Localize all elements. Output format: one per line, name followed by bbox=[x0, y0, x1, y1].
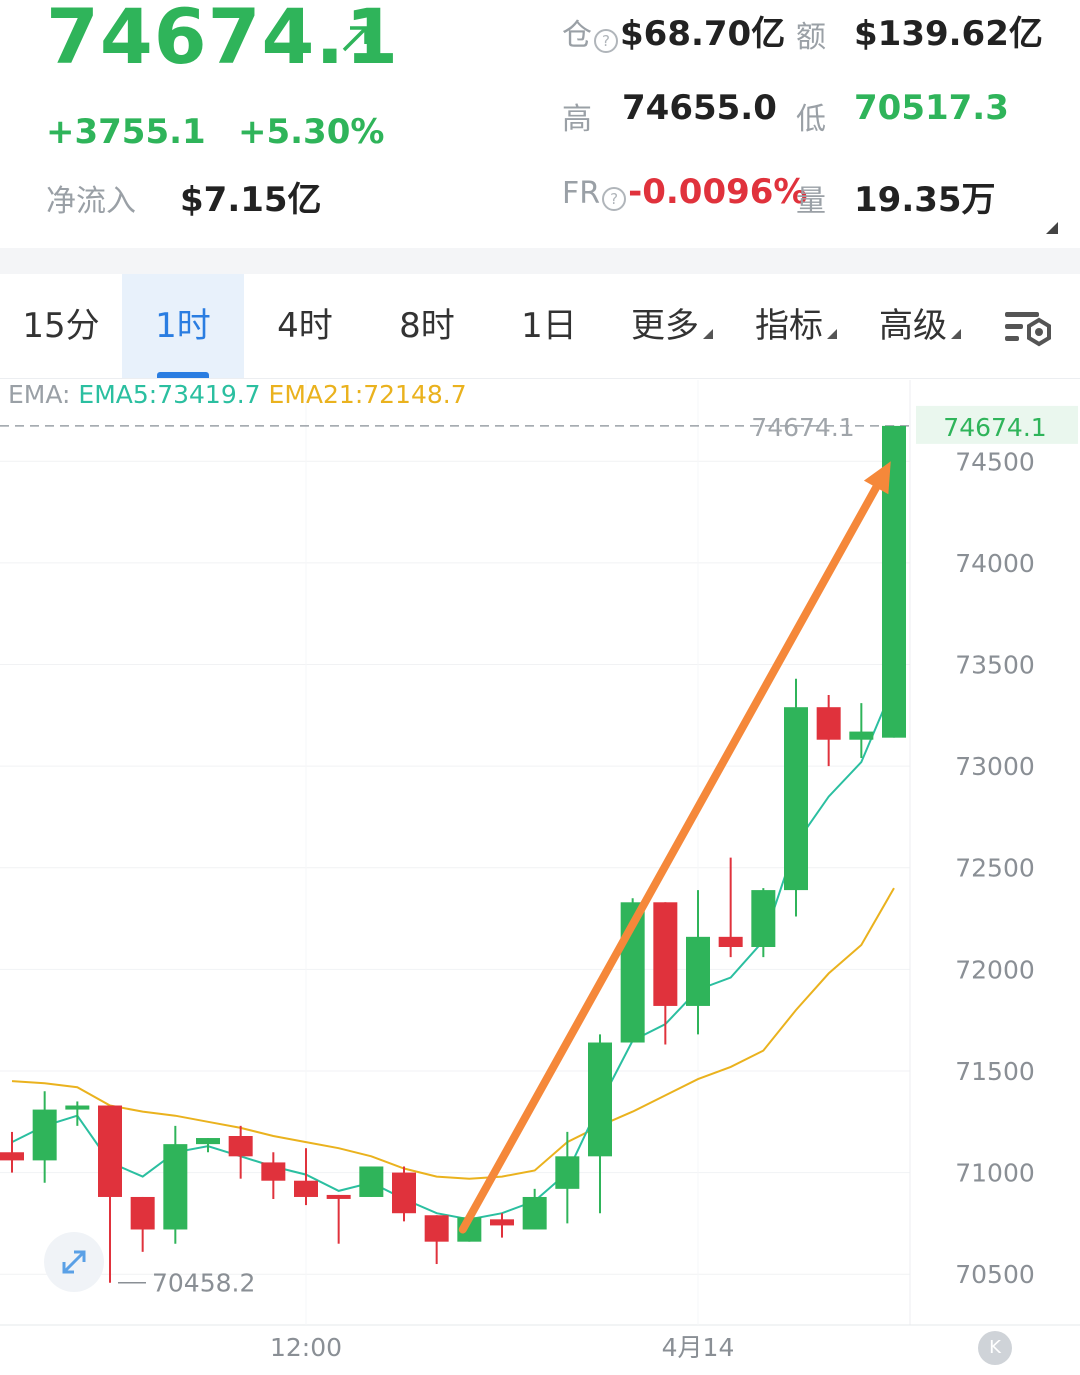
net-inflow-label: 净流入 bbox=[46, 184, 136, 219]
tab-8h[interactable]: 8时 bbox=[399, 306, 455, 346]
candle-body bbox=[424, 1215, 449, 1242]
ema-prefix: EMA: bbox=[8, 380, 71, 409]
tab-15m[interactable]: 15分 bbox=[22, 306, 100, 346]
ema21-line bbox=[11, 887, 895, 1180]
chart-settings-icon[interactable] bbox=[994, 274, 1064, 378]
k-line-toggle-icon[interactable]: K bbox=[978, 1331, 1012, 1365]
trend-arrow-shaft bbox=[458, 478, 884, 1234]
tab-advanced[interactable]: 高级 bbox=[858, 274, 982, 378]
candle-body bbox=[718, 936, 743, 947]
last-price: 74674.1 bbox=[46, 0, 400, 81]
candle-body bbox=[294, 1180, 318, 1197]
candle-body bbox=[490, 1219, 514, 1226]
tab-1d[interactable]: 1日 bbox=[521, 306, 577, 346]
last-price-badge bbox=[916, 405, 1078, 444]
ema21-label: EMA21:72148.7 bbox=[268, 380, 467, 409]
y-tick-label: 74500 bbox=[955, 447, 1035, 476]
dropdown-icon bbox=[827, 329, 837, 339]
volume-value: 19.35万 bbox=[854, 180, 996, 220]
candle-body bbox=[196, 1138, 220, 1145]
candle-body bbox=[751, 890, 776, 947]
active-tab-indicator bbox=[157, 372, 209, 378]
price-change: +3755.1 bbox=[46, 112, 206, 152]
open-interest-label: 仓 bbox=[562, 18, 592, 53]
x-tick-label: 12:00 bbox=[270, 1333, 342, 1362]
arrow-up-right-icon bbox=[340, 24, 370, 58]
candle-body bbox=[163, 1144, 188, 1230]
expand-icon[interactable] bbox=[44, 1232, 104, 1292]
candle-body bbox=[65, 1105, 90, 1110]
volume-label: 量 bbox=[796, 184, 826, 219]
price-change-percent: +5.30% bbox=[238, 112, 385, 152]
low-value: 70517.3 bbox=[854, 88, 1009, 128]
tab-1h[interactable]: 1时 bbox=[122, 274, 244, 378]
y-tick-label: 73000 bbox=[955, 752, 1035, 781]
open-interest-stat: 仓? $68.70亿 bbox=[562, 6, 785, 55]
candle-body bbox=[261, 1162, 286, 1181]
tab-4h[interactable]: 4时 bbox=[277, 306, 333, 346]
candle-body bbox=[522, 1196, 547, 1230]
high-label: 高 bbox=[562, 102, 592, 137]
candle-body bbox=[555, 1156, 580, 1189]
low-marker-label: 70458.2 bbox=[152, 1269, 255, 1298]
candle-body bbox=[130, 1196, 155, 1230]
last-price-marker: 74674.1 bbox=[751, 413, 854, 442]
turnover-value: $139.62亿 bbox=[854, 14, 1043, 54]
dropdown-icon bbox=[703, 329, 713, 339]
trend-arrow-head bbox=[863, 461, 891, 495]
help-icon[interactable]: ? bbox=[594, 28, 618, 53]
help-icon[interactable]: ? bbox=[602, 186, 627, 211]
collapse-corner-icon[interactable] bbox=[1046, 222, 1058, 234]
section-divider bbox=[0, 248, 1080, 274]
y-tick-label: 71000 bbox=[955, 1159, 1035, 1188]
ema5-line bbox=[11, 684, 895, 1221]
candle-body bbox=[784, 707, 808, 891]
tab-indicators[interactable]: 指标 bbox=[734, 274, 858, 378]
y-tick-label: 72500 bbox=[955, 854, 1035, 883]
high-value: 74655.0 bbox=[622, 88, 777, 128]
y-tick-label: 72000 bbox=[955, 955, 1035, 984]
candle-body bbox=[326, 1194, 351, 1199]
y-tick-label: 74000 bbox=[955, 549, 1035, 578]
candle-body bbox=[392, 1172, 416, 1214]
y-tick-label: 70500 bbox=[955, 1260, 1035, 1289]
net-inflow-value: $7.15亿 bbox=[180, 180, 322, 220]
funding-rate-value: -0.0096% bbox=[628, 172, 808, 212]
candle-body bbox=[686, 936, 710, 1006]
candle-body bbox=[228, 1136, 253, 1157]
ema5-label: EMA5:73419.7 bbox=[78, 380, 261, 409]
ema-legend: EMA: EMA5:73419.7 EMA21:72148.7 bbox=[8, 380, 467, 409]
candle-body bbox=[0, 1152, 24, 1161]
y-tick-label: 73500 bbox=[955, 651, 1035, 680]
open-interest-value: $68.70亿 bbox=[620, 14, 786, 54]
y-tick-label: 71500 bbox=[955, 1057, 1035, 1086]
candle-body bbox=[653, 902, 678, 1006]
candle-body bbox=[816, 707, 841, 740]
dropdown-icon bbox=[951, 329, 961, 339]
candle-body bbox=[359, 1166, 384, 1197]
candle-body bbox=[588, 1042, 612, 1157]
tab-more[interactable]: 更多 bbox=[610, 274, 734, 378]
low-label: 低 bbox=[796, 102, 826, 137]
candle-body bbox=[98, 1105, 122, 1197]
timeframe-tabs: 15分 1时 4时 8时 1日 更多 指标 高级 bbox=[0, 274, 1080, 379]
turnover-label: 额 bbox=[796, 20, 826, 55]
last-price-label: 74674.1 bbox=[943, 413, 1046, 442]
funding-rate-label: FR bbox=[562, 176, 601, 211]
x-tick-label: 4月14 bbox=[662, 1333, 735, 1362]
candle-body bbox=[32, 1109, 57, 1161]
candle-body bbox=[849, 731, 874, 740]
funding-rate-stat: FR? -0.0096% bbox=[562, 172, 808, 212]
